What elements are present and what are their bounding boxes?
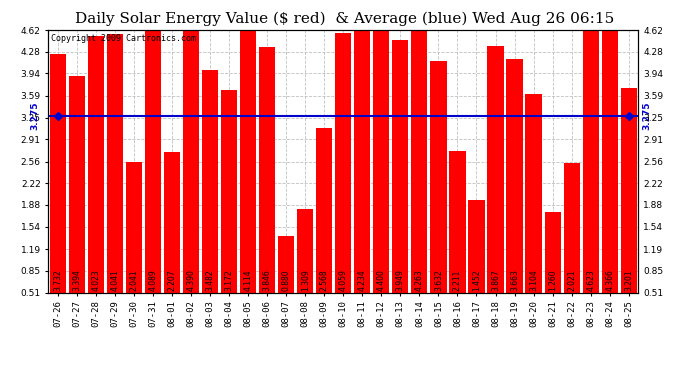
Text: 1.260: 1.260 xyxy=(548,269,557,291)
Text: 4.366: 4.366 xyxy=(605,269,614,291)
Bar xyxy=(316,129,333,292)
Bar xyxy=(526,127,542,325)
Text: 4.089: 4.089 xyxy=(148,269,157,291)
Text: 0.880: 0.880 xyxy=(282,269,290,291)
Text: 4.234: 4.234 xyxy=(358,269,367,291)
Bar xyxy=(487,45,504,292)
Bar xyxy=(50,54,66,292)
Text: 2.207: 2.207 xyxy=(168,269,177,291)
Text: 1.309: 1.309 xyxy=(301,269,310,291)
Bar xyxy=(564,164,580,292)
Bar xyxy=(373,44,389,325)
Bar xyxy=(126,162,142,292)
Bar xyxy=(88,36,104,292)
Bar xyxy=(506,91,522,325)
Bar xyxy=(620,88,637,292)
Bar xyxy=(602,13,618,292)
Bar xyxy=(431,93,446,325)
Bar xyxy=(278,269,294,325)
Text: 3.663: 3.663 xyxy=(510,269,519,291)
Bar xyxy=(145,64,161,325)
Bar xyxy=(526,94,542,292)
Bar xyxy=(221,123,237,325)
Text: 4.400: 4.400 xyxy=(377,269,386,291)
Text: 3.632: 3.632 xyxy=(434,269,443,291)
Text: 4.623: 4.623 xyxy=(586,269,595,291)
Bar xyxy=(297,209,313,292)
Text: 2.041: 2.041 xyxy=(130,269,139,291)
Bar xyxy=(297,242,313,325)
Bar xyxy=(259,80,275,325)
Bar xyxy=(620,121,637,325)
Text: 3.394: 3.394 xyxy=(72,269,81,291)
Bar xyxy=(469,200,484,292)
Bar xyxy=(183,45,199,325)
Bar xyxy=(69,76,85,292)
Bar xyxy=(354,55,371,325)
Bar xyxy=(602,46,618,325)
Text: 3.201: 3.201 xyxy=(624,269,633,291)
Bar xyxy=(69,108,85,325)
Text: 2.568: 2.568 xyxy=(319,269,328,291)
Bar xyxy=(582,30,599,325)
Text: 2.211: 2.211 xyxy=(453,269,462,291)
Text: 3.172: 3.172 xyxy=(224,269,234,291)
Text: 3.482: 3.482 xyxy=(206,269,215,291)
Text: 4.023: 4.023 xyxy=(91,269,100,291)
Bar xyxy=(564,196,580,325)
Text: 4.390: 4.390 xyxy=(186,269,195,291)
Text: 2.021: 2.021 xyxy=(567,269,576,291)
Text: Daily Solar Energy Value ($ red)  & Average (blue) Wed Aug 26 06:15: Daily Solar Energy Value ($ red) & Avera… xyxy=(75,11,615,26)
Bar xyxy=(88,68,104,325)
Bar xyxy=(145,32,161,292)
Bar xyxy=(487,78,504,325)
Bar xyxy=(373,12,389,292)
Bar xyxy=(393,40,408,292)
Bar xyxy=(335,66,351,325)
Bar xyxy=(240,62,256,325)
Bar xyxy=(50,87,66,325)
Text: 3.275: 3.275 xyxy=(30,102,39,130)
Text: 4.114: 4.114 xyxy=(244,269,253,291)
Bar xyxy=(393,73,408,325)
Bar xyxy=(107,34,123,292)
Text: 3.949: 3.949 xyxy=(396,269,405,291)
Bar xyxy=(126,195,142,325)
Bar xyxy=(544,212,561,292)
Bar xyxy=(449,151,466,292)
Text: 4.263: 4.263 xyxy=(415,269,424,291)
Bar xyxy=(411,53,428,325)
Bar xyxy=(240,30,256,292)
Bar xyxy=(354,22,371,293)
Bar xyxy=(316,161,333,325)
Bar xyxy=(431,60,446,292)
Text: Copyright 2009 Cartronics.com: Copyright 2009 Cartronics.com xyxy=(51,34,196,43)
Bar xyxy=(202,103,218,325)
Bar xyxy=(449,184,466,325)
Text: 1.452: 1.452 xyxy=(472,269,481,291)
Bar xyxy=(278,236,294,292)
Text: 4.041: 4.041 xyxy=(110,269,119,291)
Text: 3.867: 3.867 xyxy=(491,269,500,291)
Text: 3.104: 3.104 xyxy=(529,269,538,291)
Bar xyxy=(469,232,484,325)
Bar xyxy=(544,244,561,325)
Bar xyxy=(164,184,180,325)
Bar xyxy=(582,0,599,292)
Bar xyxy=(259,47,275,292)
Bar xyxy=(221,90,237,292)
Bar xyxy=(183,12,199,292)
Bar xyxy=(411,20,428,292)
Bar xyxy=(335,33,351,292)
Bar xyxy=(164,152,180,292)
Bar xyxy=(506,58,522,292)
Text: 4.059: 4.059 xyxy=(339,269,348,291)
Text: 3.846: 3.846 xyxy=(263,269,272,291)
Bar xyxy=(202,70,218,292)
Text: 3.275: 3.275 xyxy=(642,102,651,130)
Bar xyxy=(107,67,123,325)
Text: 3.732: 3.732 xyxy=(53,269,62,291)
